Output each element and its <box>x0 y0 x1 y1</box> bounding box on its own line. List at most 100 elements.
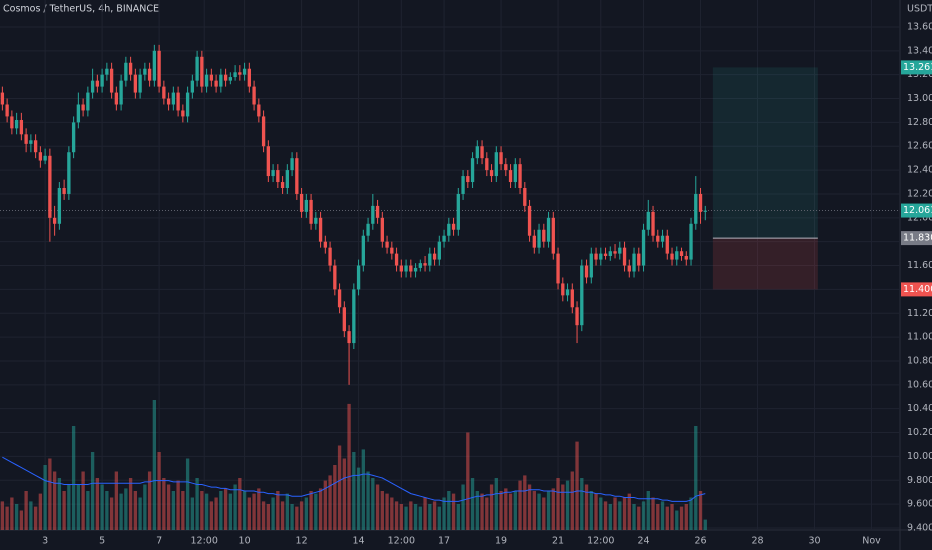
candle-body <box>81 104 85 111</box>
candle-body <box>318 217 323 242</box>
volume-bar <box>24 491 28 530</box>
volume-bar <box>447 491 451 530</box>
volume-bar <box>48 458 52 530</box>
candle-body <box>309 199 313 224</box>
x-tick-label: 30 <box>808 536 820 547</box>
volume-bar <box>356 467 361 530</box>
candle-body <box>209 74 214 81</box>
candle-body <box>561 283 565 296</box>
volume-bar <box>461 484 465 530</box>
volume-bar <box>432 501 437 530</box>
volume-bar <box>470 478 475 530</box>
volume-bar <box>95 478 100 530</box>
volume-bar <box>423 497 427 530</box>
candle-body <box>233 72 237 78</box>
x-tick-label: Nov <box>862 536 881 547</box>
volume-bar <box>276 491 280 530</box>
volume-bar <box>518 480 522 530</box>
volume-bar <box>209 501 214 530</box>
candle-body <box>114 92 119 105</box>
candle-body <box>33 140 38 153</box>
volume-bar <box>656 504 660 530</box>
volume-bar <box>352 452 356 530</box>
volume-bar <box>651 497 655 530</box>
volume-bar <box>703 519 707 530</box>
candle-body <box>632 253 636 272</box>
candle-body <box>432 253 437 260</box>
candle-body <box>223 74 228 81</box>
volume-bar <box>219 491 223 530</box>
x-tick-label: 12:00 <box>587 536 614 547</box>
candle-body <box>67 152 71 194</box>
volume-bar <box>670 504 674 530</box>
candle-body <box>323 241 327 248</box>
volume-bar <box>527 484 532 530</box>
volume-bar <box>124 488 128 530</box>
volume-bar <box>675 510 679 530</box>
volume-bar <box>52 471 57 530</box>
volume-bar <box>318 488 323 530</box>
candle-body <box>204 74 209 87</box>
price-unit: USDT <box>907 4 932 15</box>
volume-bar <box>342 458 346 530</box>
candle-body <box>171 92 176 105</box>
volume-bar <box>641 501 646 530</box>
candle-body <box>375 205 380 218</box>
candle-body <box>703 210 707 212</box>
candle-body <box>637 253 641 266</box>
candle-body <box>143 68 147 75</box>
volume-bar <box>485 497 489 530</box>
candle-body <box>542 229 546 242</box>
volume-bar <box>233 484 237 530</box>
volume-bar <box>119 493 123 530</box>
candle-body <box>43 155 47 161</box>
candle-body <box>494 152 498 177</box>
volume-bar <box>86 491 90 530</box>
y-tick-label: 10.400 <box>907 403 932 414</box>
volume-bar <box>546 491 551 530</box>
candle-body <box>152 50 157 81</box>
volume-bar <box>575 441 579 530</box>
volume-bar <box>299 501 304 530</box>
candle-body <box>304 199 308 212</box>
candle-body <box>133 74 138 93</box>
volume-bar <box>584 484 589 530</box>
volume-bar <box>618 501 622 530</box>
volume-bar <box>698 491 703 530</box>
candle-body <box>266 146 270 177</box>
candle-body <box>551 217 555 254</box>
candle-body <box>242 68 247 75</box>
volume-bar <box>5 506 9 530</box>
candle-body <box>86 92 90 111</box>
candle-body <box>418 263 422 268</box>
y-tick-label: 12.600 <box>907 141 932 152</box>
volume-bar <box>532 491 536 530</box>
volume-bar <box>646 491 650 530</box>
candle-body <box>499 152 503 165</box>
candle-body <box>675 251 679 260</box>
volume-bar <box>380 491 384 530</box>
x-tick-label: 10 <box>239 536 251 547</box>
volume-bar <box>204 493 209 530</box>
volume-bar <box>413 504 418 530</box>
candle-body <box>124 62 128 81</box>
y-tick-label: 11.200 <box>907 308 932 319</box>
volume-bar <box>665 506 669 530</box>
volume-bar <box>580 478 584 530</box>
candle-body <box>276 170 280 183</box>
volume-bar <box>114 471 119 530</box>
volume-bar <box>565 480 570 530</box>
candle-body <box>589 253 593 278</box>
candle-body <box>684 255 688 260</box>
x-tick-label: 28 <box>751 536 763 547</box>
candle-body <box>404 265 408 272</box>
candle-body <box>390 247 394 254</box>
volume-bar <box>599 497 603 530</box>
candle-body <box>333 265 337 290</box>
candle-body <box>195 56 199 81</box>
candle-body <box>185 92 190 117</box>
candle-body <box>162 86 166 99</box>
candle-body <box>200 56 204 87</box>
volume-bar <box>456 504 460 530</box>
candle-body <box>556 253 560 284</box>
